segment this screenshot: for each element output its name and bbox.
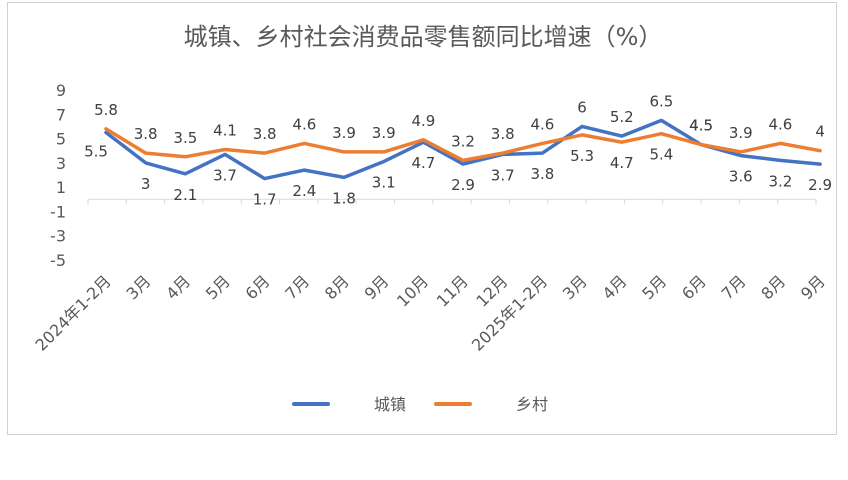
data-label: 1.8	[332, 189, 356, 207]
data-label: 4.7	[610, 154, 634, 172]
x-tick-labels: 2024年1-2月 3月 4月 5月 6月 7月 8月 9月 10月 11月 12月2025年1-2…	[31, 271, 828, 354]
data-label: 5.2	[610, 108, 634, 126]
x-tick-label: 11月	[433, 271, 472, 310]
data-label: 3.8	[253, 125, 277, 143]
y-tick-label: 1	[56, 178, 66, 197]
x-tick-label: 9月	[361, 271, 393, 303]
data-label: 4.6	[292, 115, 316, 133]
data-label: 3.1	[372, 174, 396, 192]
legend-label: 城镇	[374, 395, 406, 414]
x-tick-label: 7月	[281, 271, 313, 303]
data-label: 5.3	[570, 147, 594, 165]
data-label: 1.7	[253, 191, 277, 209]
data-label: 4	[815, 123, 825, 141]
legend-label: 乡村	[516, 395, 548, 414]
x-tick-label: 6月	[678, 271, 710, 303]
data-label: 6	[577, 98, 587, 116]
y-tick-label: 5	[56, 130, 66, 149]
y-tick-label: -1	[50, 202, 66, 221]
chart-frame: 城镇、乡村社会消费品零售额同比增速（%）	[7, 2, 837, 435]
data-label: 3.9	[332, 124, 356, 142]
data-label: 3.7	[213, 166, 237, 184]
data-label: 4.9	[411, 112, 435, 130]
data-label: 3.8	[491, 125, 515, 143]
data-label: 3.2	[451, 132, 475, 150]
x-tick-label: 4月	[599, 271, 631, 303]
data-label: 2.1	[173, 186, 197, 204]
data-label: 3	[141, 175, 151, 193]
y-tick-label: -5	[50, 251, 66, 270]
series-lines	[104, 118, 822, 181]
x-tick-label: 6月	[242, 271, 274, 303]
x-tick-label: 3月	[123, 271, 155, 303]
x-tick-label: 3月	[559, 271, 591, 303]
chart-title: 城镇、乡村社会消费品零售额同比增速（%）	[183, 23, 663, 51]
data-label: 3.5	[173, 129, 197, 147]
data-label: 4.5	[689, 117, 713, 135]
x-tick-label: 2024年1-2月	[31, 271, 114, 354]
data-label: 3.8	[530, 165, 554, 183]
data-label: 3.6	[729, 168, 753, 186]
x-tick-label: 9月	[797, 271, 829, 303]
data-label: 2.4	[292, 182, 316, 200]
y-tick-label: -3	[50, 227, 66, 246]
y-tick-labels: 9 7 5 3 1 -1 -3 -5	[50, 81, 66, 270]
y-tick-label: 7	[56, 105, 66, 124]
data-label: 3.8	[134, 125, 158, 143]
x-tick-label: 8月	[757, 271, 789, 303]
x-tick-label: 7月	[718, 271, 750, 303]
x-tick-label: 5月	[638, 271, 670, 303]
data-label: 4.5	[689, 117, 713, 135]
data-label: 2.9	[808, 176, 832, 194]
x-tick-label: 8月	[321, 271, 353, 303]
y-tick-label: 3	[56, 154, 66, 173]
data-label: 2.9	[451, 176, 475, 194]
x-tick-label: 10月	[393, 271, 432, 310]
data-label: 6.5	[649, 92, 673, 110]
legend: 城镇 乡村	[292, 395, 548, 414]
data-label: 5.8	[94, 101, 118, 119]
data-label: 5.4	[649, 146, 673, 164]
axis-layer	[87, 198, 817, 205]
data-label: 5.5	[84, 143, 108, 161]
data-label: 4.1	[213, 122, 237, 140]
x-tick-label: 4月	[162, 271, 194, 303]
data-label: 4.6	[530, 115, 554, 133]
data-label: 3.9	[729, 124, 753, 142]
data-label: 3.9	[372, 124, 396, 142]
data-labels: 5.5 3 2.1 3.7 1.7 2.4 1.8 3.1 4.7 2.9 3.7 3.8 6 5.2 6.…	[84, 92, 832, 208]
data-label: 4.6	[769, 115, 793, 133]
x-tick-label: 5月	[202, 271, 234, 303]
series-line-1	[104, 127, 822, 163]
data-label: 3.2	[769, 172, 793, 190]
data-label: 4.7	[411, 154, 435, 172]
data-label: 3.7	[491, 166, 515, 184]
y-tick-label: 9	[56, 81, 66, 100]
